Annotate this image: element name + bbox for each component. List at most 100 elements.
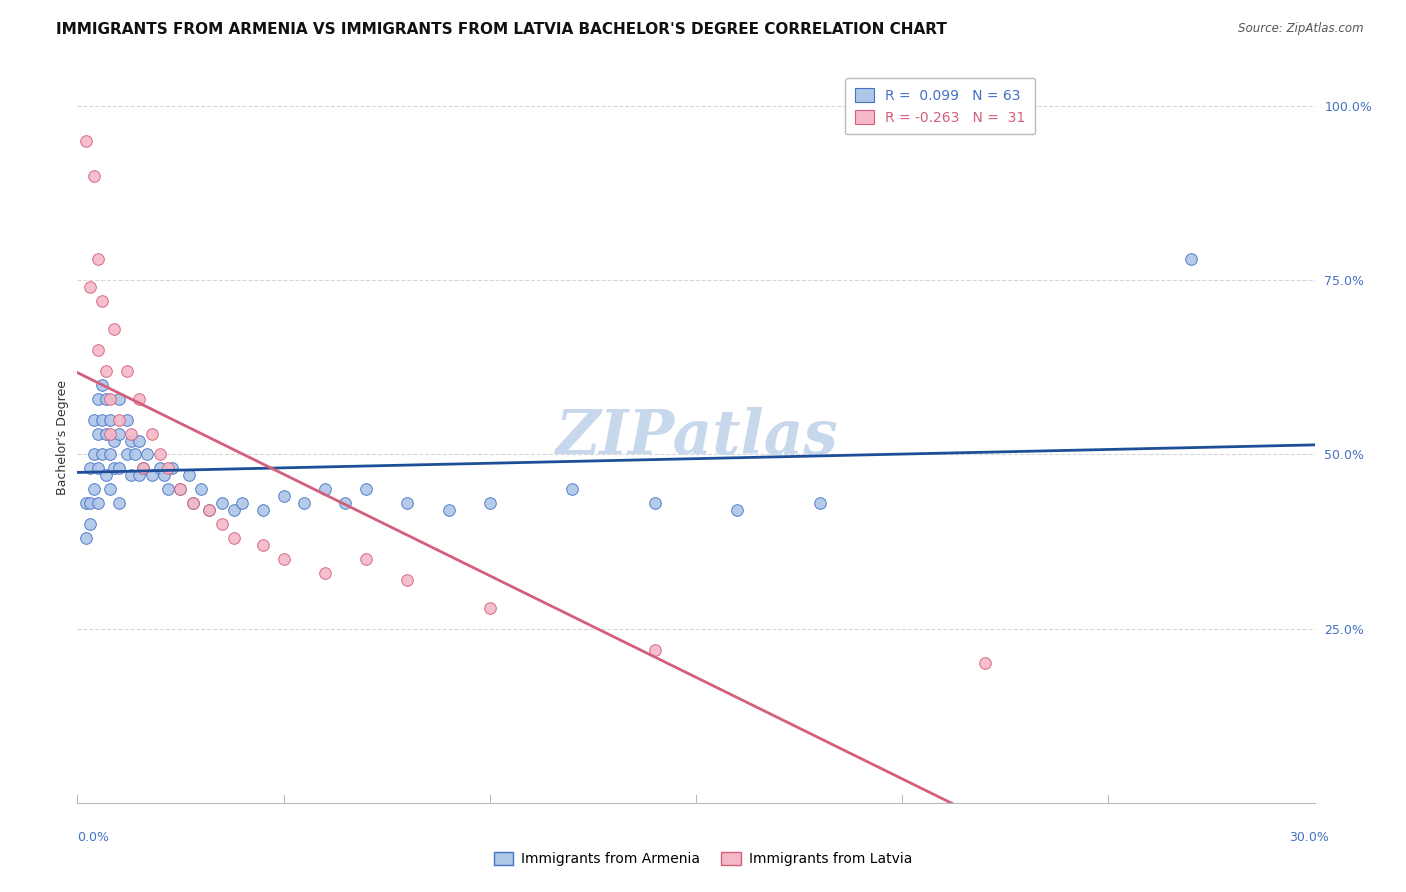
Point <box>157 483 180 497</box>
Point <box>354 483 377 497</box>
Point <box>128 434 150 448</box>
Point <box>79 280 101 294</box>
Point <box>160 461 183 475</box>
Point <box>91 377 114 392</box>
Point <box>98 392 121 406</box>
Point <box>75 134 97 148</box>
Text: ZIPatlas: ZIPatlas <box>554 407 838 467</box>
Point <box>478 600 501 615</box>
Point <box>128 392 150 406</box>
Point <box>115 412 138 426</box>
Point <box>75 496 97 510</box>
Point <box>87 343 110 357</box>
Point <box>120 434 142 448</box>
Point <box>1180 252 1202 267</box>
Point <box>98 448 121 462</box>
Point <box>96 364 118 378</box>
Point <box>79 496 101 510</box>
Point <box>222 503 245 517</box>
Point <box>157 461 180 475</box>
Point <box>120 468 142 483</box>
Text: IMMIGRANTS FROM ARMENIA VS IMMIGRANTS FROM LATVIA BACHELOR'S DEGREE CORRELATION : IMMIGRANTS FROM ARMENIA VS IMMIGRANTS FR… <box>56 22 948 37</box>
Point <box>211 496 233 510</box>
Point <box>107 392 129 406</box>
Point <box>128 468 150 483</box>
Point <box>132 461 155 475</box>
Point <box>91 294 114 309</box>
Point <box>83 412 105 426</box>
Point <box>96 426 118 441</box>
Point <box>98 412 121 426</box>
Point <box>96 468 118 483</box>
Text: 0.0%: 0.0% <box>77 831 110 845</box>
Point <box>75 531 97 545</box>
Point <box>169 483 191 497</box>
Point <box>252 503 274 517</box>
Point <box>115 448 138 462</box>
Point <box>87 392 110 406</box>
Point <box>107 461 129 475</box>
Point <box>644 642 666 657</box>
Point <box>437 503 460 517</box>
Legend: Immigrants from Armenia, Immigrants from Latvia: Immigrants from Armenia, Immigrants from… <box>488 847 918 871</box>
Text: Source: ZipAtlas.com: Source: ZipAtlas.com <box>1239 22 1364 36</box>
Point <box>725 503 748 517</box>
Point <box>478 496 501 510</box>
Point <box>91 448 114 462</box>
Point <box>644 496 666 510</box>
Point <box>83 169 105 183</box>
Point <box>198 503 221 517</box>
Text: 30.0%: 30.0% <box>1289 831 1329 845</box>
Point <box>120 426 142 441</box>
Point <box>132 461 155 475</box>
Point <box>190 483 212 497</box>
Point <box>79 461 101 475</box>
Point <box>314 483 336 497</box>
Point <box>198 503 221 517</box>
Point <box>211 517 233 532</box>
Point <box>91 412 114 426</box>
Point <box>107 412 129 426</box>
Point <box>335 496 357 510</box>
Point <box>87 426 110 441</box>
Point <box>973 657 995 671</box>
Point <box>169 483 191 497</box>
Point <box>103 461 125 475</box>
Point <box>149 448 172 462</box>
Point <box>292 496 315 510</box>
Point <box>141 468 163 483</box>
Point <box>561 483 583 497</box>
Point <box>252 538 274 552</box>
Point <box>115 364 138 378</box>
Point <box>396 496 419 510</box>
Point <box>83 483 105 497</box>
Legend: R =  0.099   N = 63, R = -0.263   N =  31: R = 0.099 N = 63, R = -0.263 N = 31 <box>845 78 1035 135</box>
Point <box>87 461 110 475</box>
Point <box>149 461 172 475</box>
Point <box>153 468 176 483</box>
Point <box>396 573 419 587</box>
Point <box>79 517 101 532</box>
Point <box>124 448 146 462</box>
Point <box>231 496 253 510</box>
Point <box>83 448 105 462</box>
Y-axis label: Bachelor's Degree: Bachelor's Degree <box>56 380 69 494</box>
Point <box>98 426 121 441</box>
Point <box>87 252 110 267</box>
Point <box>107 496 129 510</box>
Point <box>314 566 336 580</box>
Point <box>98 483 121 497</box>
Point <box>103 434 125 448</box>
Point <box>141 426 163 441</box>
Point <box>96 392 118 406</box>
Point <box>181 496 204 510</box>
Point <box>808 496 831 510</box>
Point <box>177 468 200 483</box>
Point <box>273 552 295 566</box>
Point <box>103 322 125 336</box>
Point <box>181 496 204 510</box>
Point <box>273 489 295 503</box>
Point <box>107 426 129 441</box>
Point <box>222 531 245 545</box>
Point <box>136 448 159 462</box>
